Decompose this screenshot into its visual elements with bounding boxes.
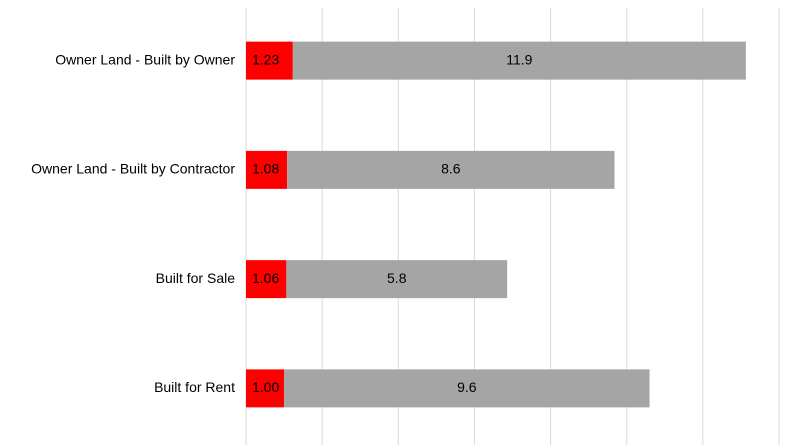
bar-segment [287,150,615,189]
bar-segment [246,369,285,408]
bar-segment [284,369,650,408]
data-label: 1.00 [252,379,279,395]
data-label: 8.6 [441,161,461,177]
data-label: 1.08 [252,161,279,177]
data-label: 1.23 [252,51,279,67]
y-tick-label: Owner Land - Built by Contractor [31,161,235,177]
bar-segment [246,150,288,189]
data-label: 9.6 [457,379,477,395]
y-tick-label: Built for Rent [154,379,235,395]
data-label: 1.06 [252,270,279,286]
y-tick-label: Owner Land - Built by Owner [55,51,235,67]
bar-segment [286,260,508,299]
y-tick-label: Built for Sale [156,270,236,286]
data-label: 11.9 [506,51,532,67]
bar-segment [292,41,746,80]
bar-segment [246,260,287,299]
bar-segment [246,41,293,80]
data-label: 5.8 [387,270,407,286]
